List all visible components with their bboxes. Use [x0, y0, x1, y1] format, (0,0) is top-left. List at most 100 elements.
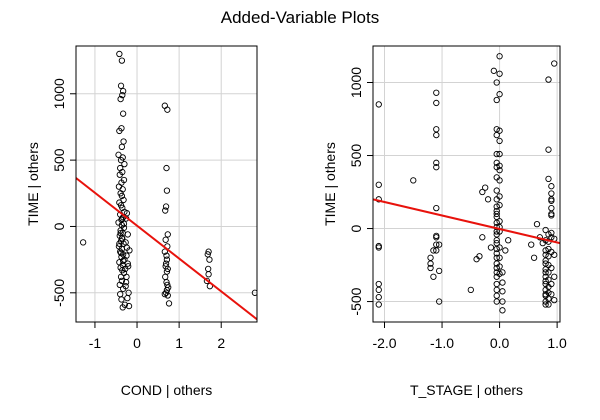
data-point — [118, 143, 126, 150]
data-point — [116, 281, 123, 288]
data-points — [375, 53, 558, 314]
data-point — [496, 254, 503, 261]
data-point — [436, 267, 443, 275]
data-point — [123, 210, 131, 217]
data-point — [551, 273, 558, 280]
data-point — [433, 164, 440, 171]
data-point — [433, 204, 440, 212]
data-point — [548, 291, 555, 298]
data-point — [545, 253, 552, 260]
data-point — [496, 244, 503, 251]
data-point — [119, 110, 127, 117]
data-point — [545, 76, 552, 83]
data-point — [493, 280, 500, 288]
data-point — [490, 67, 497, 74]
data-point — [118, 57, 126, 64]
data-point — [528, 241, 535, 248]
data-point — [164, 292, 171, 299]
data-point — [430, 247, 437, 254]
data-point — [117, 156, 125, 164]
data-point — [163, 256, 171, 263]
main-title: Added-Variable Plots — [220, 8, 380, 27]
data-point — [375, 294, 382, 301]
data-point — [493, 292, 500, 299]
data-point — [545, 301, 552, 308]
data-point — [433, 159, 440, 166]
data-point — [121, 160, 128, 168]
data-point — [410, 177, 417, 184]
data-point — [467, 286, 474, 294]
data-point — [205, 248, 212, 255]
data-point — [427, 260, 434, 267]
data-point — [476, 253, 483, 260]
data-point — [206, 256, 213, 263]
data-point — [251, 289, 257, 296]
data-point — [496, 202, 503, 209]
data-point — [116, 50, 123, 58]
data-point — [123, 252, 130, 259]
data-point — [164, 231, 171, 238]
data-point — [122, 279, 130, 286]
data-point — [548, 190, 555, 197]
y-tick-label: 0 — [51, 222, 67, 230]
data-point — [119, 215, 126, 222]
data-point — [124, 260, 131, 267]
data-point — [117, 95, 124, 103]
data-point — [496, 193, 503, 200]
data-point — [496, 127, 503, 134]
data-point — [548, 210, 555, 218]
data-point — [119, 91, 126, 99]
data-point — [162, 203, 170, 210]
data-point — [545, 175, 552, 183]
data-point — [548, 196, 555, 203]
data-point — [499, 269, 506, 276]
data-point — [493, 286, 500, 294]
y-axis-label: TIME | others — [322, 142, 338, 226]
data-point — [433, 247, 440, 254]
data-point — [119, 257, 127, 265]
data-point — [165, 300, 173, 307]
data-point — [427, 264, 434, 272]
data-point — [542, 269, 549, 276]
data-point — [375, 280, 382, 288]
data-point — [484, 196, 492, 203]
data-point — [119, 304, 126, 311]
data-point — [542, 226, 549, 234]
plot-frame — [75, 45, 258, 323]
data-point — [427, 254, 434, 261]
data-point — [479, 234, 486, 241]
data-point — [375, 244, 382, 251]
data-point — [433, 234, 440, 241]
data-point — [118, 296, 125, 303]
x-tick-label: -1.0 — [430, 335, 454, 351]
x-axis-label: COND | others — [121, 382, 213, 398]
data-point — [164, 106, 171, 113]
data-point — [430, 273, 437, 280]
data-point — [496, 263, 503, 270]
data-point — [545, 276, 552, 283]
data-point — [162, 236, 169, 243]
data-point — [493, 96, 500, 104]
y-tick-label: -500 — [348, 287, 364, 315]
data-point — [116, 127, 123, 135]
y-tick-label: 1000 — [348, 67, 364, 98]
x-tick-label: 2 — [217, 335, 225, 351]
data-point — [117, 229, 124, 237]
data-point — [542, 301, 549, 308]
data-point — [493, 210, 500, 218]
data-point — [205, 271, 212, 278]
y-tick-label: 500 — [51, 148, 67, 172]
y-tick-label: 1000 — [51, 78, 67, 109]
y-axis-label: TIME | others — [25, 142, 41, 226]
x-tick-label: 1 — [175, 335, 183, 351]
data-point — [162, 207, 169, 214]
data-point — [433, 99, 440, 107]
x-axis-label: T_STAGE | others — [410, 382, 523, 398]
data-point — [436, 241, 443, 248]
data-point — [499, 307, 506, 314]
data-point — [502, 247, 509, 254]
data-point — [545, 269, 552, 276]
